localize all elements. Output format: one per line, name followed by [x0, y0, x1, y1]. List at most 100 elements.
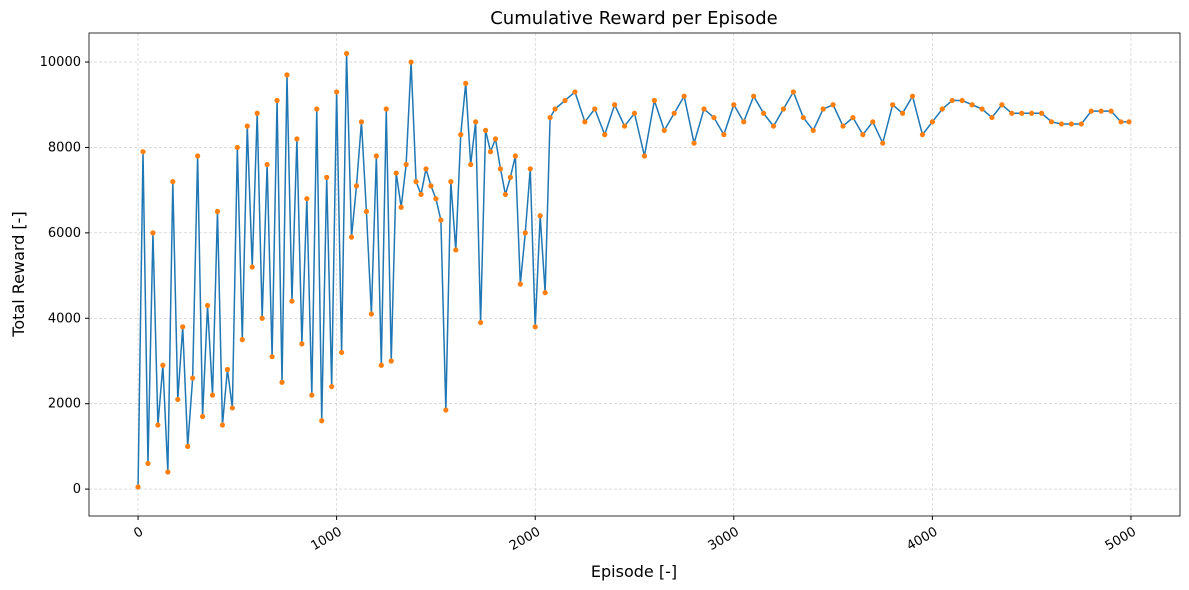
- reward-point: [1118, 119, 1124, 125]
- reward-point: [388, 358, 394, 364]
- reward-point: [294, 136, 300, 142]
- reward-point: [413, 179, 419, 185]
- reward-point: [1029, 110, 1035, 116]
- reward-point: [1068, 121, 1074, 127]
- y-tick-label: 4000: [48, 311, 81, 326]
- reward-point: [214, 208, 221, 215]
- x-tick-label: 5000: [1103, 524, 1139, 554]
- reward-point: [492, 136, 499, 142]
- reward-point: [324, 174, 330, 180]
- reward-point: [999, 102, 1005, 108]
- reward-point: [319, 418, 325, 424]
- x-tick-label: 4000: [904, 524, 940, 554]
- reward-point: [433, 196, 439, 202]
- reward-point: [721, 132, 727, 138]
- reward-point: [289, 298, 295, 304]
- reward-point: [473, 119, 479, 125]
- reward-point: [279, 379, 285, 385]
- reward-point: [641, 153, 648, 159]
- reward-point: [135, 484, 141, 490]
- y-tick-label: 6000: [48, 226, 81, 241]
- reward-point: [249, 264, 255, 270]
- reward-point: [185, 443, 191, 449]
- reward-point: [423, 166, 429, 172]
- reward-point: [254, 110, 260, 116]
- reward-point: [741, 119, 747, 125]
- reward-point: [949, 97, 955, 104]
- reward-point: [284, 72, 290, 78]
- reward-point: [547, 114, 553, 121]
- reward-point: [264, 161, 270, 168]
- reward-point: [199, 413, 206, 420]
- reward-point: [368, 311, 374, 317]
- reward-point: [562, 97, 568, 104]
- reward-point: [348, 234, 355, 240]
- reward-point: [393, 170, 399, 176]
- reward-point: [160, 362, 166, 368]
- reward-point: [244, 123, 250, 129]
- reward-point: [552, 106, 558, 112]
- y-tick-label: 2000: [48, 397, 81, 412]
- reward-point: [239, 337, 245, 343]
- y-tick-label: 0: [73, 482, 81, 497]
- reward-point: [800, 114, 806, 121]
- reward-point: [418, 191, 424, 198]
- reward-point: [195, 153, 201, 159]
- reward-point: [572, 89, 578, 95]
- reward-point: [592, 106, 598, 112]
- reward-point: [502, 191, 509, 198]
- reward-point: [959, 97, 965, 104]
- reward-point: [909, 93, 916, 99]
- y-tick-label: 10000: [40, 55, 81, 70]
- y-tick-label: 8000: [48, 140, 81, 155]
- reward-point: [155, 422, 161, 428]
- reward-point: [527, 166, 533, 172]
- reward-point: [363, 208, 370, 215]
- reward-point: [378, 362, 384, 368]
- chart-title: Cumulative Reward per Episode: [490, 8, 778, 29]
- reward-point: [497, 166, 504, 172]
- reward-point: [334, 89, 340, 95]
- reward-point: [880, 140, 886, 146]
- reward-point: [140, 149, 146, 155]
- reward-point: [602, 132, 608, 138]
- x-tick-label: 2000: [507, 524, 543, 554]
- reward-point: [1019, 110, 1025, 116]
- reward-point: [850, 114, 856, 121]
- reward-point: [989, 114, 995, 121]
- reward-point: [329, 384, 335, 390]
- reward-point: [661, 127, 667, 133]
- reward-point: [229, 405, 235, 411]
- reward-point: [224, 366, 231, 373]
- reward-point: [403, 161, 409, 168]
- reward-point: [190, 375, 196, 381]
- reward-point: [1108, 108, 1114, 114]
- reward-point: [353, 183, 360, 189]
- reward-point: [612, 102, 618, 108]
- reward-point: [860, 132, 866, 138]
- reward-point: [1088, 108, 1094, 114]
- reward-point: [790, 89, 796, 95]
- reward-point: [820, 106, 826, 112]
- reward-point: [979, 106, 985, 112]
- reward-point: [338, 349, 345, 356]
- reward-point: [507, 174, 513, 180]
- reward-point: [1009, 110, 1015, 116]
- reward-point: [517, 281, 523, 287]
- reward-point: [180, 324, 186, 330]
- reward-point: [150, 230, 156, 236]
- reward-point: [919, 132, 926, 138]
- reward-point: [428, 183, 434, 189]
- reward-point: [309, 392, 315, 398]
- reward-point: [631, 110, 638, 116]
- reward-point: [681, 93, 687, 99]
- reward-point: [482, 127, 489, 133]
- reward-point: [175, 396, 181, 403]
- reward-point: [1078, 121, 1084, 127]
- reward-point: [830, 102, 836, 108]
- reward-point: [651, 97, 657, 104]
- reward-point: [458, 132, 464, 138]
- reward-point: [219, 422, 226, 428]
- reward-point: [468, 161, 474, 168]
